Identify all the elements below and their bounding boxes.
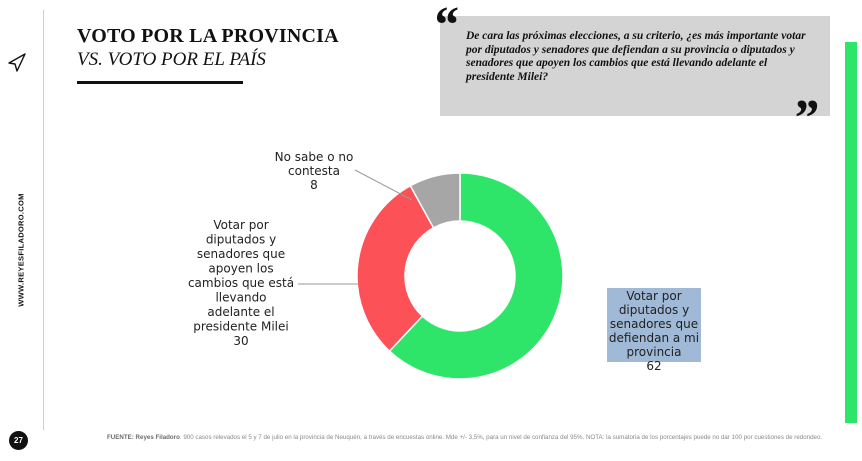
- slice-label-line: adelante el: [207, 305, 274, 319]
- page-title: VOTO POR LA PROVINCIA: [77, 25, 339, 47]
- slice-label-line: senadores que: [197, 247, 285, 261]
- page-subtitle: VS. VOTO POR EL PAÍS: [77, 49, 266, 70]
- source-label: FUENTE: Reyes Filadoro: [107, 434, 180, 441]
- slice-label-line: cambios que está: [188, 276, 294, 290]
- open-quote-mark: “: [432, 0, 458, 54]
- source-note: FUENTE: Reyes Filadoro. 900 casos releva…: [107, 434, 827, 442]
- slice-label-line: No sabe o no: [275, 150, 354, 164]
- slice-label-line: diputados y: [206, 233, 276, 247]
- left-divider: [43, 10, 44, 430]
- slice-label-line: defiendan a mi: [609, 331, 699, 345]
- leader-line-2: [354, 169, 413, 201]
- slice-label-line: apoyen los: [208, 262, 273, 276]
- slice-label-line: presidente Milei: [193, 320, 289, 334]
- send-arrow-icon: [8, 53, 26, 72]
- slice-1: [356, 184, 435, 353]
- slice-value-1: 30: [233, 334, 248, 348]
- title-underline: [77, 81, 243, 84]
- selection-highlight: [607, 288, 701, 362]
- slice-label-1: Votar por diputados y senadores que apoyen …: [188, 218, 294, 348]
- slice-label-line: diputados y: [619, 303, 689, 317]
- question-box: [440, 16, 830, 116]
- close-quote-mark: ”: [792, 90, 818, 147]
- slice-value-0: 62: [646, 359, 661, 373]
- slice-value-2: 8: [310, 178, 318, 192]
- slice-label-0: Votar por diputados y senadores que defiend…: [609, 289, 699, 373]
- slice-label-line: Votar por: [213, 218, 268, 232]
- slice-label-line: provincia: [627, 345, 682, 359]
- slice-2: [409, 172, 461, 229]
- slice-label-line: contesta: [288, 164, 340, 178]
- source-text: . 900 casos relevados el 5 y 7 de julio …: [179, 434, 823, 441]
- slice-label-line: llevando: [215, 291, 266, 305]
- slice-label-line: Votar por: [626, 289, 681, 303]
- page-number: 27: [9, 431, 28, 450]
- slice-label-2: No sabe o no contesta 8: [275, 150, 354, 192]
- accent-bar: [845, 42, 857, 423]
- question-text: De cara las próximas elecciones, a su cr…: [466, 30, 806, 83]
- slice-0: [388, 172, 564, 380]
- slice-label-line: senadores que: [610, 317, 698, 331]
